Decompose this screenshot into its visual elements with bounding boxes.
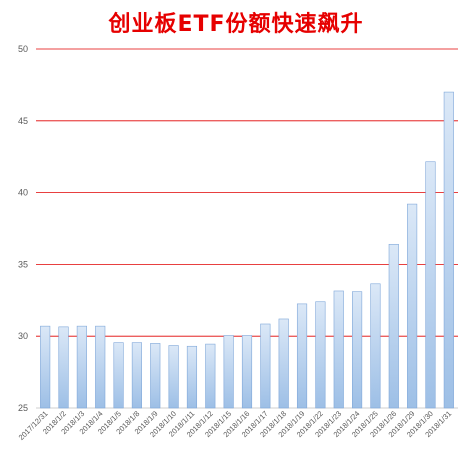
y-axis: 25 30 35 40 45 50 — [18, 44, 28, 413]
y-tick-label: 45 — [18, 116, 28, 126]
bar — [443, 91, 454, 409]
bar — [168, 345, 179, 409]
bars — [40, 91, 454, 409]
bar — [58, 326, 69, 409]
bar — [388, 243, 399, 409]
bar — [95, 325, 106, 409]
bar — [425, 161, 436, 409]
bar — [113, 342, 124, 409]
bar — [333, 290, 344, 409]
bar — [278, 318, 289, 409]
bar — [186, 345, 198, 409]
bar — [241, 335, 253, 409]
bar — [150, 343, 161, 409]
bar — [315, 301, 326, 409]
y-tick-label: 30 — [18, 331, 28, 341]
bar — [205, 343, 216, 409]
bar — [407, 203, 418, 409]
bar — [76, 325, 87, 409]
bar — [296, 303, 308, 409]
x-axis: 2017/12/312018/1/22018/1/32018/1/42018/1… — [17, 409, 454, 442]
y-tick-label: 35 — [18, 259, 28, 269]
bar — [40, 325, 51, 409]
bar — [131, 342, 142, 409]
bar — [370, 283, 381, 409]
chart-title: 创业板ETF份额快速飙升 — [108, 12, 364, 37]
y-tick-label: 40 — [18, 188, 28, 198]
y-tick-label: 50 — [18, 44, 28, 54]
bar — [260, 323, 271, 409]
y-tick-label: 25 — [18, 403, 28, 413]
bar — [223, 335, 234, 409]
bar — [352, 291, 363, 409]
